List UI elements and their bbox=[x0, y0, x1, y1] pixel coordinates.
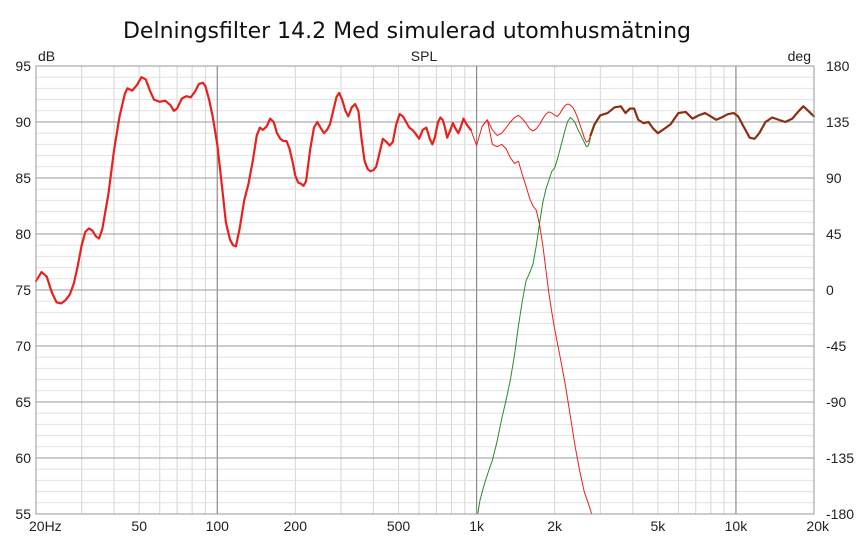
y-tick-label: 75 bbox=[15, 282, 31, 298]
y-tick-label: 60 bbox=[15, 450, 31, 466]
y2-tick-label: -90 bbox=[826, 394, 846, 410]
plot-frame bbox=[35, 65, 815, 515]
y2-tick-label: 0 bbox=[826, 282, 834, 298]
y2-tick-label: -45 bbox=[826, 338, 846, 354]
left-axis-ticks: 95 90 85 80 75 70 65 60 55 bbox=[15, 58, 31, 522]
x-tick-label: 50 bbox=[131, 518, 147, 534]
x-tick-label: 20k bbox=[806, 518, 830, 534]
chart-title: Delningsfilter 14.2 Med simulerad utomhu… bbox=[123, 19, 691, 44]
y2-tick-label: -135 bbox=[826, 450, 854, 466]
left-unit-label: dB bbox=[38, 48, 55, 64]
x-tick-label: 1k bbox=[469, 518, 485, 534]
x-tick-label: 200 bbox=[284, 518, 308, 534]
curve-2 bbox=[470, 119, 593, 515]
x-tick-label: 10k bbox=[725, 518, 749, 534]
x-tick-label: 500 bbox=[387, 518, 411, 534]
y2-tick-label: 90 bbox=[826, 170, 842, 186]
y2-tick-label: -180 bbox=[826, 506, 854, 522]
y-tick-label: 85 bbox=[15, 170, 31, 186]
curves bbox=[34, 76, 816, 515]
center-label: SPL bbox=[411, 48, 438, 64]
curve-5 bbox=[589, 105, 816, 140]
right-axis-ticks: 180 135 90 45 0 -45 -90 -135 -180 bbox=[826, 58, 854, 522]
x-axis-ticks: 20Hz 50 100 200 500 1k 2k 5k 10k 20k bbox=[29, 518, 830, 534]
y2-tick-label: 135 bbox=[826, 114, 850, 130]
y-tick-label: 55 bbox=[15, 506, 31, 522]
curve-4 bbox=[481, 103, 592, 143]
x-tick-label: 5k bbox=[650, 518, 666, 534]
right-unit-label: deg bbox=[788, 48, 811, 64]
y2-tick-label: 45 bbox=[826, 226, 842, 242]
x-tick-label: 20Hz bbox=[29, 518, 62, 534]
y-tick-label: 65 bbox=[15, 394, 31, 410]
x-tick-label: 100 bbox=[206, 518, 230, 534]
curve-1 bbox=[34, 76, 472, 305]
y-tick-label: 70 bbox=[15, 338, 31, 354]
y-tick-label: 95 bbox=[15, 58, 31, 74]
y-tick-label: 90 bbox=[15, 114, 31, 130]
y2-tick-label: 180 bbox=[826, 58, 850, 74]
y-tick-label: 80 bbox=[15, 226, 31, 242]
curve-3 bbox=[477, 117, 592, 515]
x-tick-label: 2k bbox=[547, 518, 563, 534]
major-grid bbox=[36, 66, 814, 514]
